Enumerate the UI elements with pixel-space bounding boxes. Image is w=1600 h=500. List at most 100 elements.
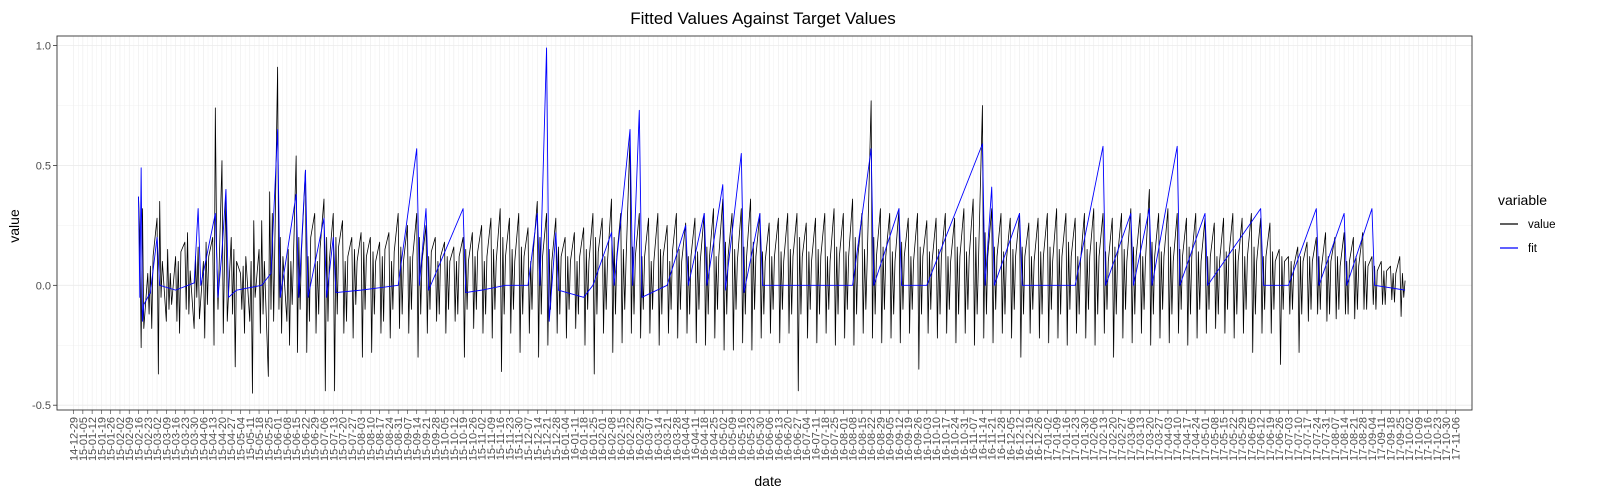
x-tick-label: 16-11-28 <box>996 417 1008 460</box>
y-tick-label: 0.0 <box>36 280 51 292</box>
x-tick-label: 17-08-28 <box>1358 417 1370 461</box>
x-tick-label: 16-01-11 <box>569 417 581 460</box>
x-tick-label: 16-07-25 <box>829 417 841 461</box>
x-tick-label: 15-08-03 <box>356 417 368 461</box>
x-tick-label: 15-04-27 <box>226 417 238 461</box>
x-tick-label: 17-05-15 <box>1219 417 1231 461</box>
x-tick-label: 16-09-26 <box>913 417 925 461</box>
x-tick-label: 15-10-26 <box>467 417 479 461</box>
x-tick-label: 15-09-14 <box>412 417 424 461</box>
x-tick-label: 15-05-25 <box>263 417 275 461</box>
x-tick-label: 17-01-09 <box>1052 417 1064 461</box>
x-tick-label: 15-06-01 <box>273 417 285 461</box>
legend-label-value: value <box>1528 219 1556 231</box>
x-tick-label: 16-06-27 <box>792 417 804 461</box>
x-tick-label: 16-10-31 <box>959 417 971 461</box>
x-tick-label: 17-03-13 <box>1135 417 1147 461</box>
x-tick-label: 16-01-04 <box>560 417 572 461</box>
x-tick-label: 17-10-09 <box>1413 417 1425 461</box>
x-tick-label: 17-07-31 <box>1321 417 1333 461</box>
x-tick-label: 17-10-02 <box>1404 417 1416 461</box>
x-tick-label: 15-11-23 <box>504 417 516 460</box>
x-tick-label: 15-10-19 <box>458 417 470 461</box>
x-tick-label: 16-08-22 <box>866 417 878 461</box>
x-tick-label: 16-08-01 <box>838 417 850 461</box>
x-tick-label: 17-06-19 <box>1265 417 1277 461</box>
x-tick-label: 15-08-17 <box>375 417 387 461</box>
x-tick-label: 17-01-16 <box>1061 417 1073 461</box>
x-tick-label: 16-06-06 <box>764 417 776 461</box>
x-tick-label: 17-02-06 <box>1089 417 1101 461</box>
x-tick-label: 15-06-22 <box>300 417 312 461</box>
series-line-value <box>138 66 1406 394</box>
x-tick-label: 16-04-04 <box>681 417 693 461</box>
x-tick-label: 16-12-26 <box>1033 417 1045 461</box>
x-tick-label: 15-02-02 <box>115 417 127 461</box>
x-tick-label: 17-01-30 <box>1079 417 1091 461</box>
x-tick-label: 16-04-25 <box>708 417 720 461</box>
chart-title: Fitted Values Against Target Values <box>630 9 896 28</box>
x-tick-label: 15-02-23 <box>143 417 155 461</box>
x-tick-label: 16-12-05 <box>1005 417 1017 461</box>
x-tick-label: 15-09-21 <box>421 417 433 461</box>
x-tick-label: 15-11-02 <box>477 417 489 460</box>
x-tick-label: 15-07-20 <box>338 417 350 461</box>
x-tick-label: 15-07-13 <box>328 417 340 461</box>
x-tick-label: 17-04-24 <box>1191 417 1203 461</box>
x-tick-label: 14-12-29 <box>69 417 81 461</box>
x-tick-label: 16-04-18 <box>699 417 711 461</box>
x-tick-label: 17-01-23 <box>1070 417 1082 461</box>
x-tick-label: 16-07-04 <box>801 417 813 461</box>
x-tick-label: 15-03-23 <box>180 417 192 461</box>
x-tick-label: 17-09-18 <box>1385 417 1397 461</box>
x-tick-label: 17-07-17 <box>1302 417 1314 461</box>
x-tick-label: 17-08-07 <box>1330 417 1342 461</box>
x-tick-label: 16-03-21 <box>662 417 674 461</box>
x-tick-label: 16-12-12 <box>1015 417 1027 461</box>
x-tick-label: 15-08-24 <box>384 417 396 461</box>
x-tick-label: 15-11-09 <box>486 417 498 460</box>
x-tick-label: 17-06-26 <box>1274 417 1286 461</box>
x-tick-label: 16-01-18 <box>579 417 591 461</box>
x-tick-label: 17-02-20 <box>1107 417 1119 461</box>
x-tick-label: 16-10-03 <box>922 417 934 461</box>
x-tick-label: 16-05-16 <box>736 417 748 461</box>
plot-border <box>56 35 1473 411</box>
x-tick-label: 16-05-23 <box>746 417 758 461</box>
x-tick-label: 17-07-10 <box>1293 417 1305 461</box>
x-tick-label: 16-08-29 <box>875 417 887 461</box>
x-tick-label: 16-02-01 <box>597 417 609 461</box>
x-tick-label: 16-02-15 <box>616 417 628 461</box>
x-tick-label: 15-08-31 <box>393 417 405 461</box>
legend: variable value fit <box>1498 192 1556 255</box>
x-tick-label: 16-10-10 <box>931 417 943 461</box>
x-axis-title: date <box>754 473 781 489</box>
x-tick-label: 17-05-01 <box>1200 417 1212 461</box>
x-tick-label: 15-09-07 <box>402 417 414 461</box>
plot-area: -0.50.00.51.014-12-2915-01-0515-01-1215-… <box>32 35 1473 461</box>
x-tick-label: 16-05-30 <box>755 417 767 461</box>
x-tick-label: 15-06-08 <box>282 417 294 461</box>
x-tick-label: 15-05-18 <box>254 417 266 461</box>
legend-title: variable <box>1498 192 1547 208</box>
x-tick-label: 15-12-14 <box>532 417 544 461</box>
x-tick-label: 17-05-22 <box>1228 417 1240 461</box>
x-tick-label: 16-03-28 <box>671 417 683 461</box>
x-tick-label: 16-02-29 <box>634 417 646 461</box>
x-tick-label: 17-03-27 <box>1154 417 1166 461</box>
x-tick-label: 15-01-26 <box>106 417 118 461</box>
x-tick-label: 16-09-19 <box>903 417 915 461</box>
x-tick-label: 15-04-06 <box>198 417 210 461</box>
x-tick-label: 16-03-14 <box>653 417 665 461</box>
x-tick-label: 17-03-20 <box>1144 417 1156 461</box>
y-tick-label: 1.0 <box>36 41 51 53</box>
x-tick-label: 15-10-05 <box>440 417 452 461</box>
x-tick-label: 17-08-14 <box>1339 417 1351 461</box>
x-tick-label: 17-10-23 <box>1432 417 1444 461</box>
x-tick-label: 15-03-30 <box>189 417 201 461</box>
x-tick-label: 16-02-08 <box>606 417 618 461</box>
x-tick-label: 15-12-21 <box>542 417 554 461</box>
x-tick-label: 17-07-24 <box>1311 417 1323 461</box>
legend-label-fit: fit <box>1528 243 1538 255</box>
